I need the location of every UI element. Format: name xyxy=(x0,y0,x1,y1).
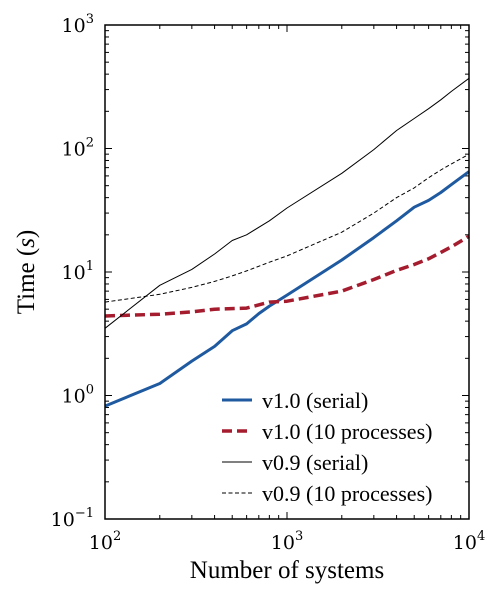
series-line-2 xyxy=(104,234,470,318)
x-tick-label: 102 xyxy=(89,529,121,554)
plot-frame xyxy=(104,24,470,520)
y-tick-label: 100 xyxy=(62,383,94,408)
x-tick-label: 104 xyxy=(453,529,485,554)
legend-label-1: v1.0 (serial) xyxy=(262,388,368,413)
series-line-4 xyxy=(104,153,470,303)
series-line-1 xyxy=(104,170,470,408)
y-axis-label-symbol: s xyxy=(13,238,40,248)
y-tick-label: 102 xyxy=(62,136,94,161)
series-layer xyxy=(104,77,470,408)
y-axis-label-prefix: Time ( xyxy=(13,248,40,314)
legend-label-4: v0.9 (10 processes) xyxy=(262,481,432,506)
x-axis-label: Number of systems xyxy=(190,557,384,584)
series-line-3 xyxy=(104,77,470,329)
y-tick-label: 10−1 xyxy=(51,506,94,531)
y-axis-label-suffix: ) xyxy=(13,230,40,238)
y-tick-labels: 10−1 100 101 102 103 xyxy=(51,12,94,531)
legend: v1.0 (serial) v1.0 (10 processes) v0.9 (se… xyxy=(222,388,432,506)
x-tick-labels: 102 103 104 xyxy=(89,529,485,554)
y-axis-label: Time (s) xyxy=(13,230,40,315)
legend-label-3: v0.9 (serial) xyxy=(262,450,368,475)
tick-marks xyxy=(104,24,470,520)
x-tick-label: 103 xyxy=(271,529,303,554)
legend-label-2: v1.0 (10 processes) xyxy=(262,419,432,444)
y-tick-label: 103 xyxy=(62,12,94,37)
y-tick-label: 101 xyxy=(62,259,94,284)
